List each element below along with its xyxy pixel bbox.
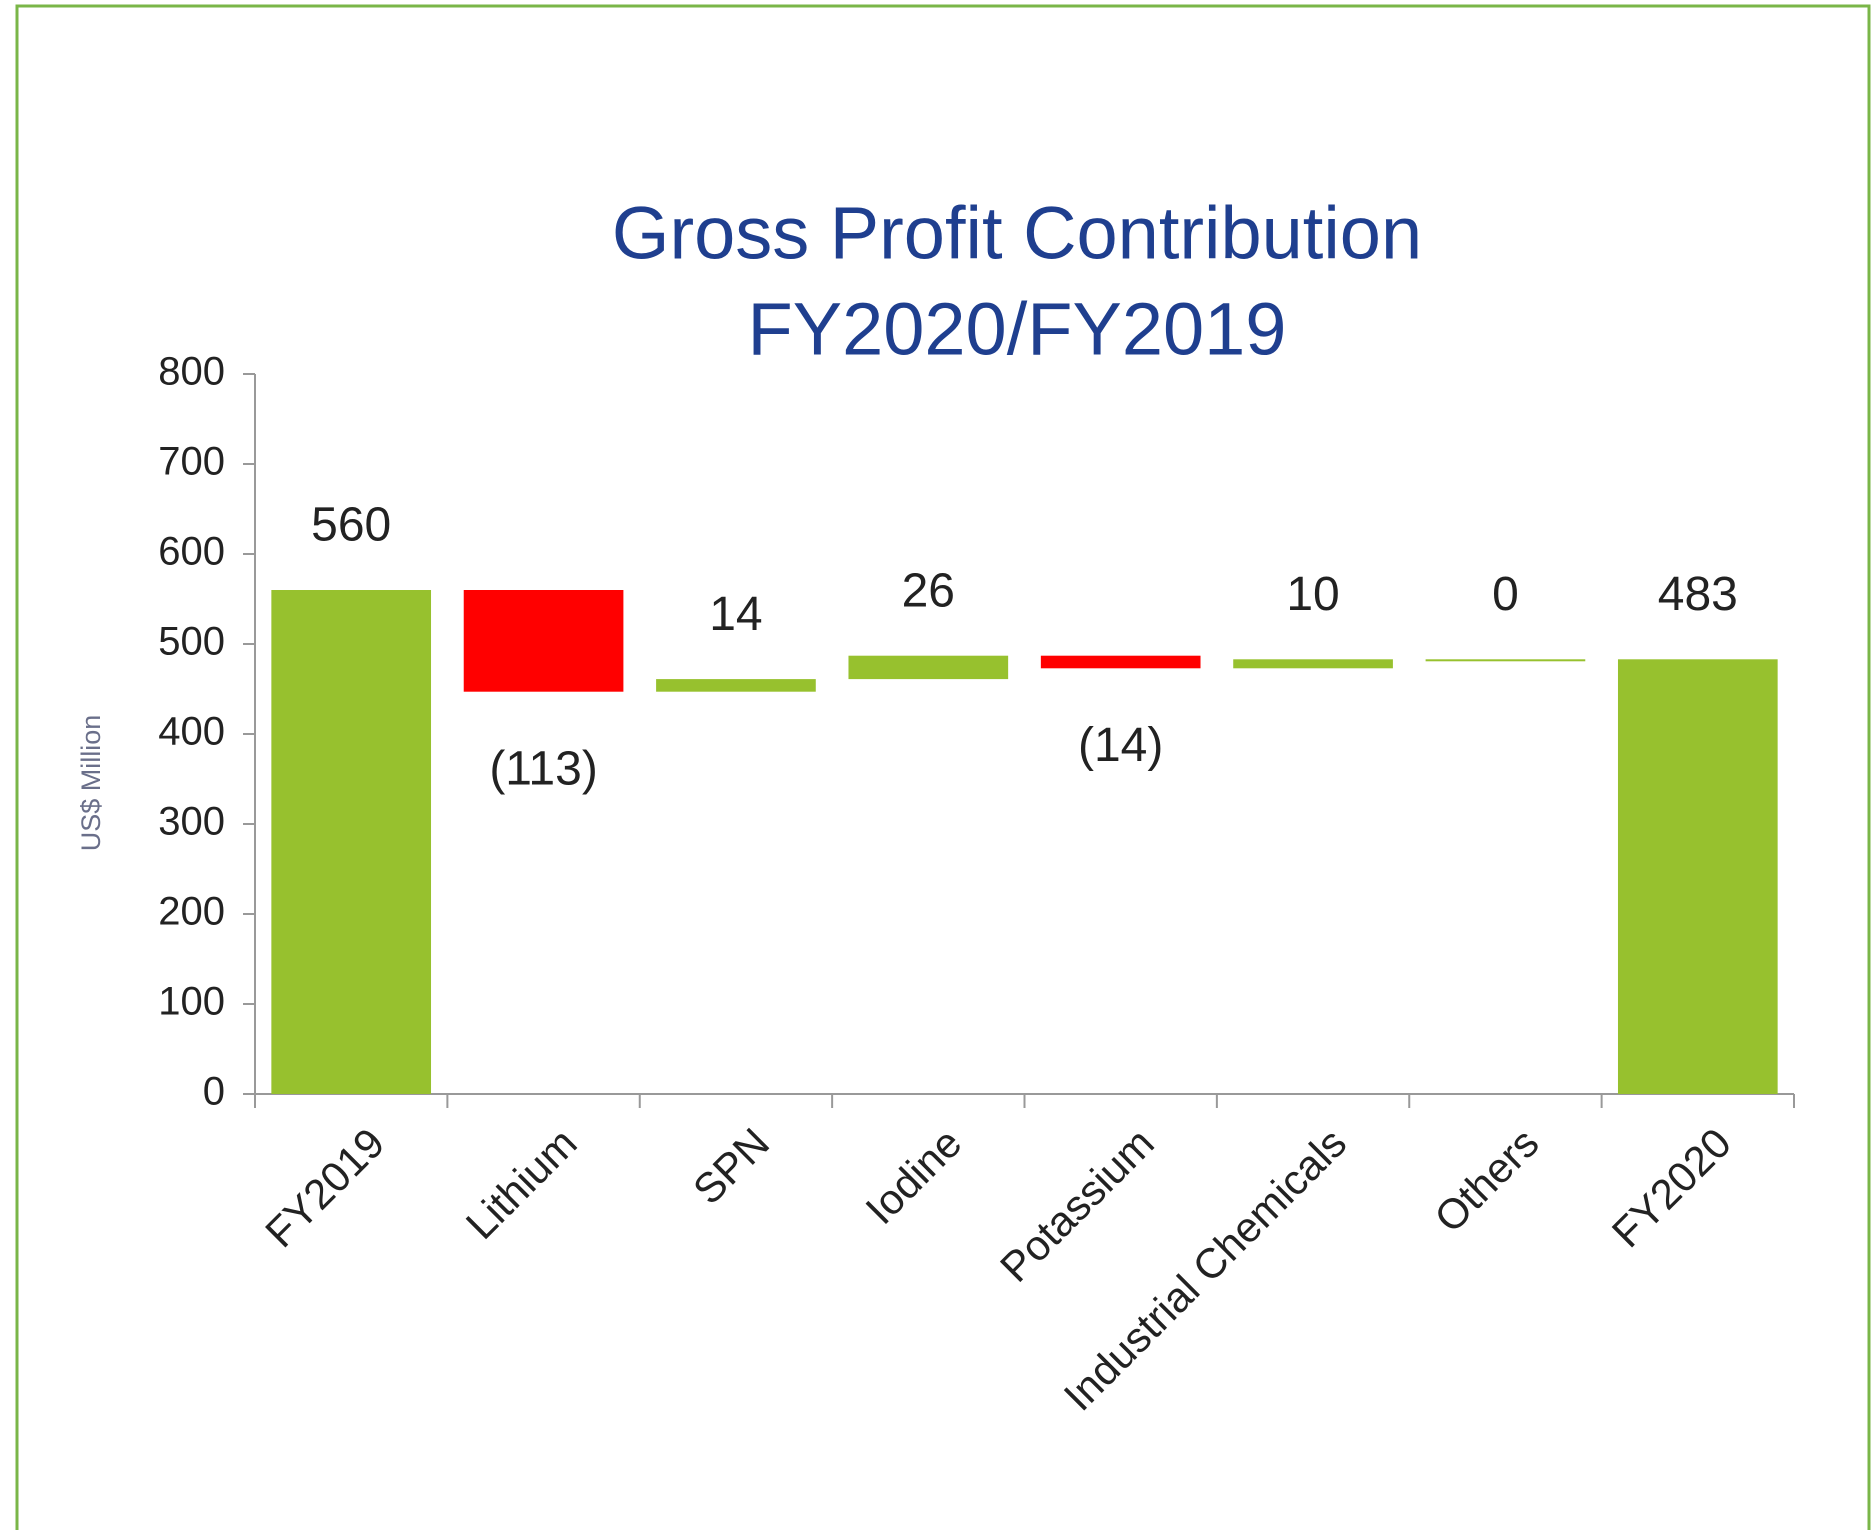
value-label: (113): [489, 742, 598, 795]
frame: [15, 4, 1871, 1530]
y-tick-label: 400: [158, 710, 225, 754]
value-label: 14: [709, 588, 762, 641]
bar: [463, 590, 624, 692]
y-tick-label: 100: [158, 980, 225, 1024]
bar: [271, 590, 432, 1094]
value-label: (14): [1078, 719, 1163, 772]
y-tick-label: 800: [158, 350, 225, 394]
y-tick-label: 600: [158, 530, 225, 574]
value-label: 0: [1492, 568, 1519, 621]
x-tick-label: FY2019: [256, 1119, 393, 1256]
x-tick-label: SPN: [684, 1119, 778, 1213]
bar: [1233, 659, 1393, 669]
x-tick-label: Lithium: [457, 1119, 586, 1248]
y-tick-label: 500: [158, 620, 225, 664]
y-tick-label: 0: [203, 1070, 225, 1114]
bar: [848, 655, 1009, 680]
value-label: 560: [311, 499, 391, 552]
y-tick-label: 300: [158, 800, 225, 844]
y-tick-label: 700: [158, 440, 225, 484]
x-tick-label: Others: [1425, 1119, 1547, 1241]
bar: [1617, 659, 1778, 1094]
y-axis-title: US$ Million: [76, 715, 106, 852]
chart-title: Gross Profit Contribution: [612, 192, 1422, 275]
bar: [1040, 655, 1201, 669]
x-tick-label: Potassium: [991, 1119, 1163, 1291]
y-tick-label: 200: [158, 890, 225, 934]
value-label: 483: [1658, 568, 1738, 621]
bar: [1425, 659, 1586, 662]
value-label: 10: [1286, 568, 1339, 621]
x-tick-label: FY2020: [1603, 1119, 1740, 1256]
chart-title: FY2020/FY2019: [748, 288, 1287, 371]
bar: [656, 679, 816, 692]
x-tick-label: Iodine: [856, 1119, 970, 1233]
value-label: 26: [902, 564, 955, 617]
